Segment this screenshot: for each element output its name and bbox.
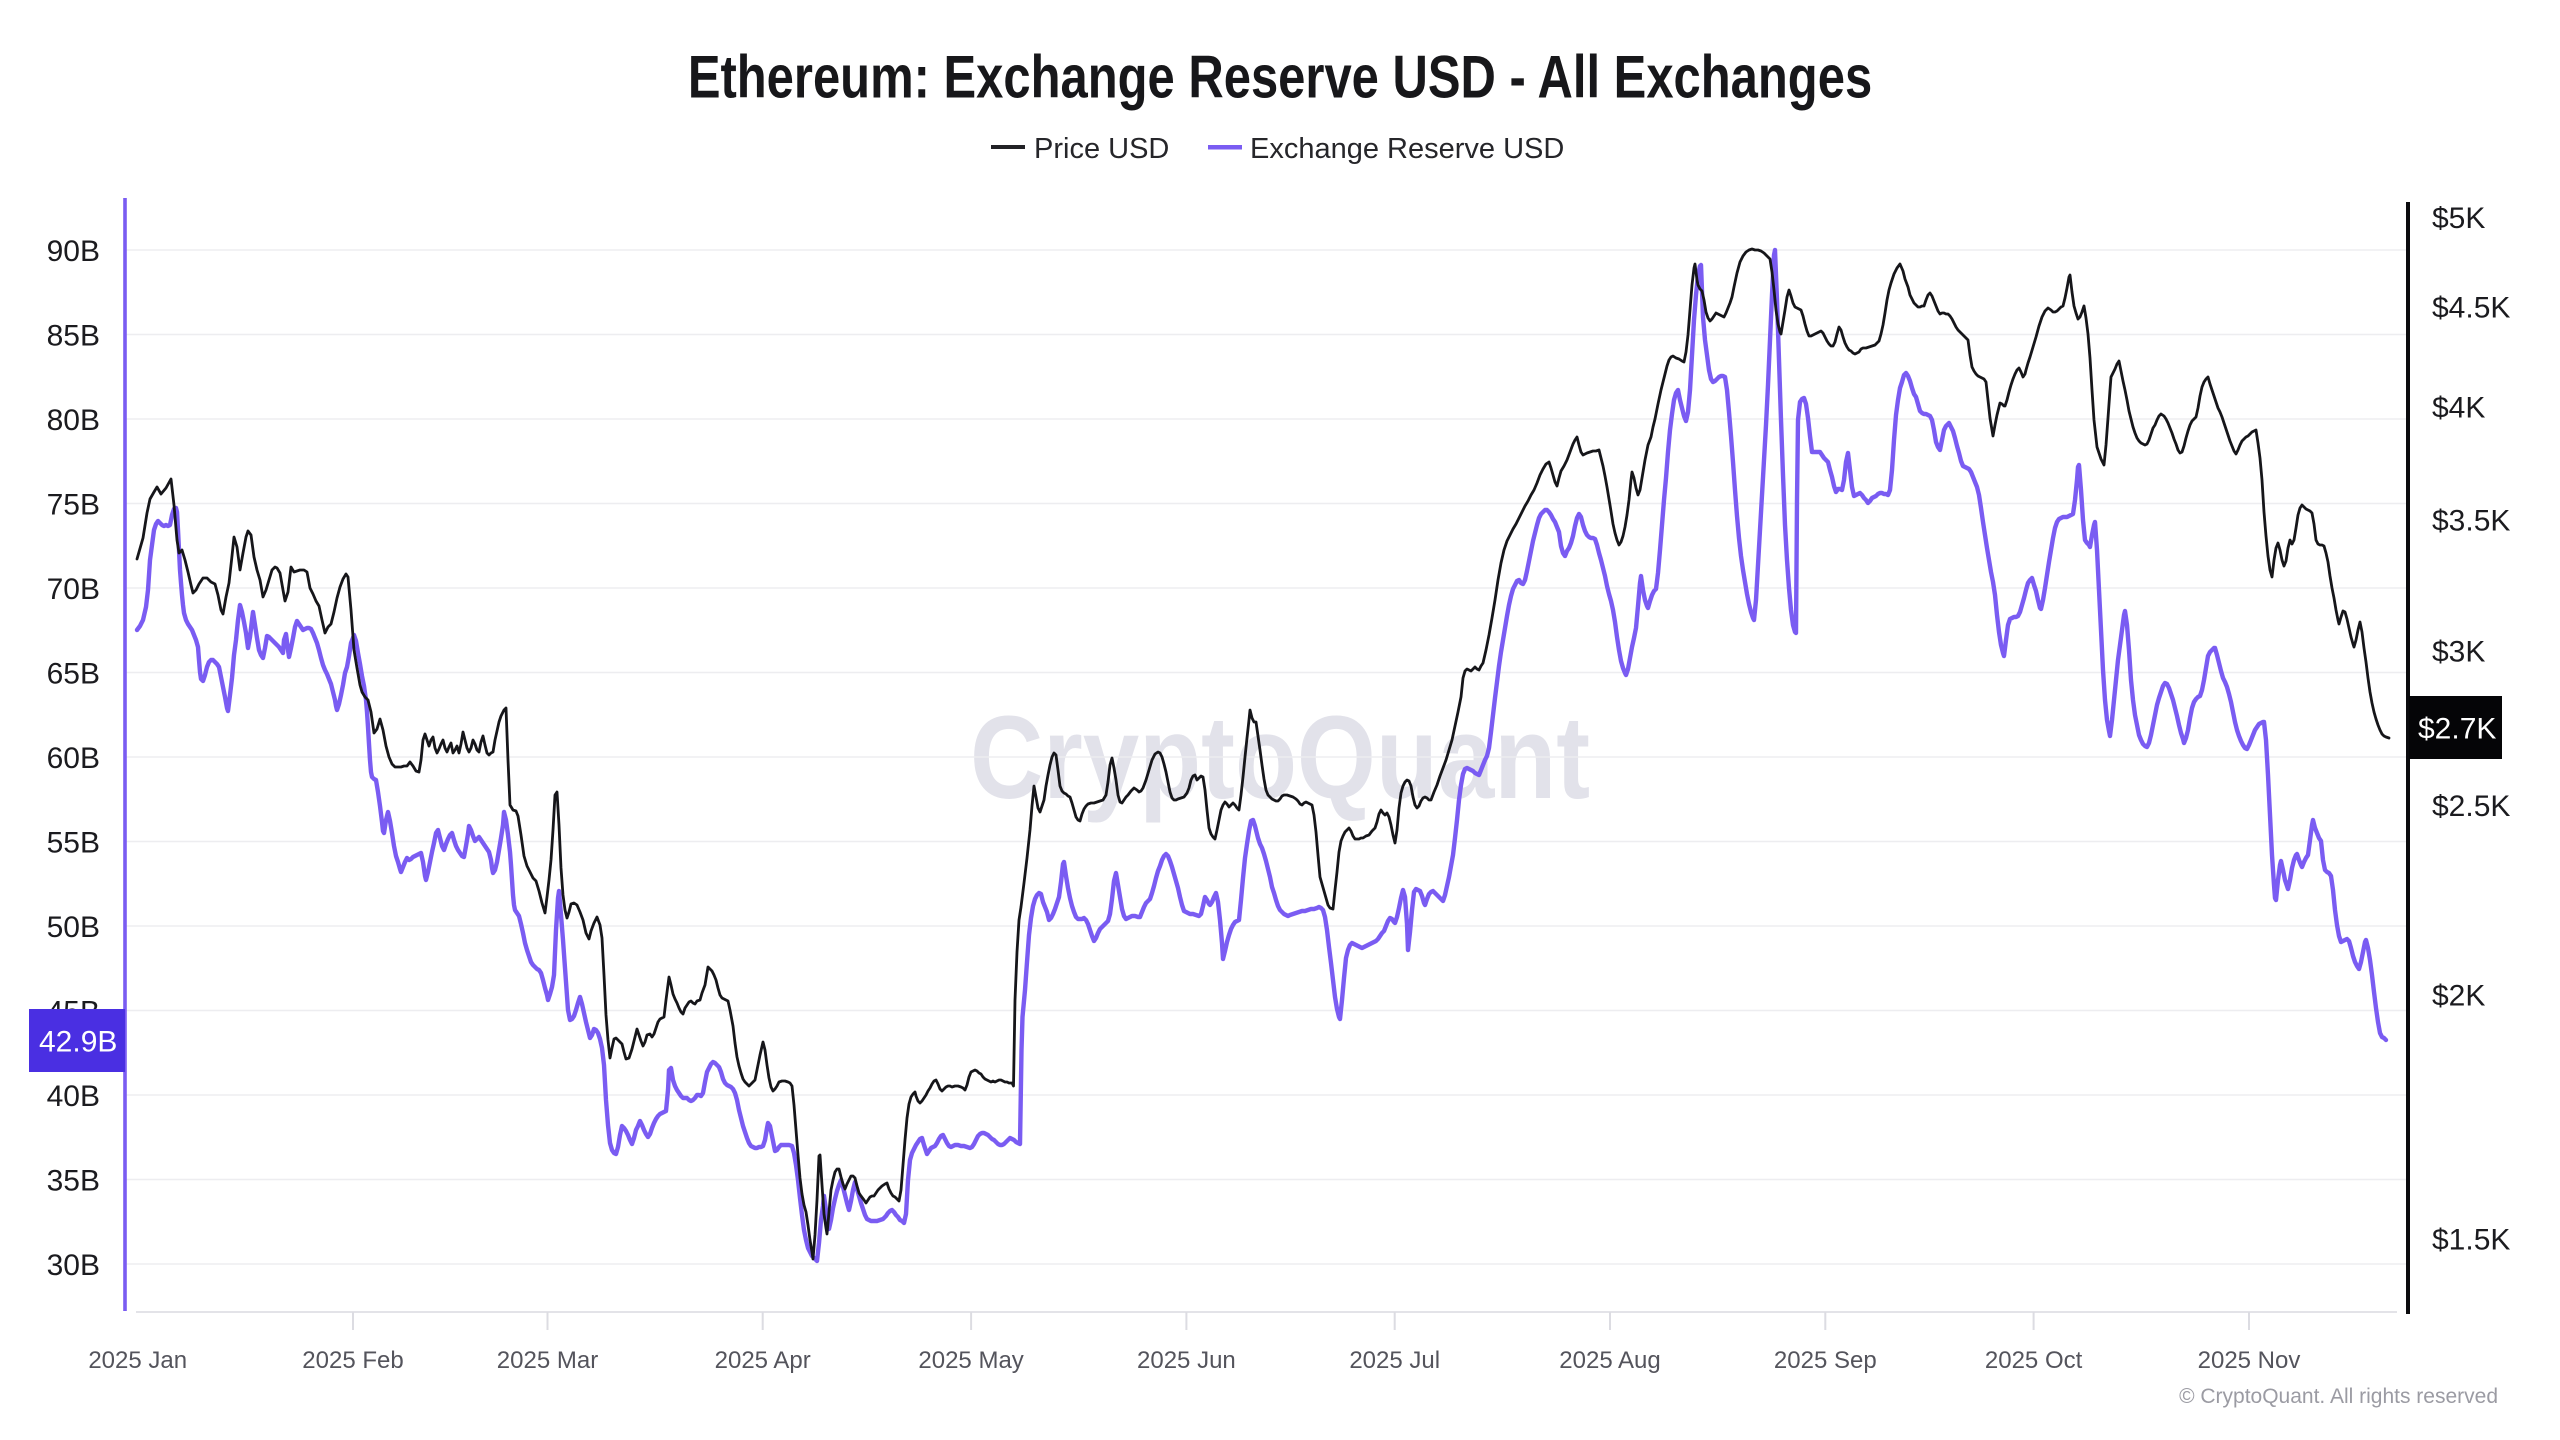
svg-text:2025 Mar: 2025 Mar — [497, 1347, 598, 1374]
svg-text:$3.5K: $3.5K — [2432, 505, 2510, 538]
svg-text:30B: 30B — [47, 1249, 100, 1282]
svg-text:65B: 65B — [47, 658, 100, 691]
svg-text:2025 Sep: 2025 Sep — [1774, 1347, 1877, 1374]
svg-text:Price USD: Price USD — [1034, 133, 1169, 165]
svg-text:70B: 70B — [47, 573, 100, 606]
svg-text:2025 Feb: 2025 Feb — [302, 1347, 403, 1374]
svg-text:Exchange Reserve USD: Exchange Reserve USD — [1250, 133, 1564, 165]
svg-text:2025 Aug: 2025 Aug — [1559, 1347, 1660, 1374]
svg-text:75B: 75B — [47, 489, 100, 522]
svg-text:$4.5K: $4.5K — [2432, 291, 2510, 324]
svg-text:$1.5K: $1.5K — [2432, 1224, 2510, 1257]
svg-text:$3K: $3K — [2432, 636, 2485, 669]
svg-text:$2K: $2K — [2432, 980, 2485, 1013]
svg-text:50B: 50B — [47, 911, 100, 944]
svg-text:2025 Jan: 2025 Jan — [88, 1347, 187, 1374]
svg-text:2025 Jun: 2025 Jun — [1137, 1347, 1236, 1374]
svg-text:Ethereum: Exchange Reserve USD: Ethereum: Exchange Reserve USD - All Exc… — [688, 43, 1872, 111]
svg-text:$2.5K: $2.5K — [2432, 790, 2510, 823]
svg-text:$5K: $5K — [2432, 202, 2485, 235]
svg-text:42.9B: 42.9B — [39, 1026, 117, 1059]
svg-text:2025 Jul: 2025 Jul — [1349, 1347, 1440, 1374]
svg-text:35B: 35B — [47, 1165, 100, 1198]
svg-text:40B: 40B — [47, 1080, 100, 1113]
svg-text:2025 May: 2025 May — [918, 1347, 1023, 1374]
svg-text:© CryptoQuant. All rights rese: © CryptoQuant. All rights reserved — [2179, 1385, 2498, 1408]
svg-text:2025 Apr: 2025 Apr — [715, 1347, 811, 1374]
svg-text:$2.7K: $2.7K — [2418, 713, 2496, 746]
svg-text:60B: 60B — [47, 742, 100, 775]
svg-text:55B: 55B — [47, 827, 100, 860]
svg-text:2025 Oct: 2025 Oct — [1985, 1347, 2083, 1374]
svg-text:2025 Nov: 2025 Nov — [2198, 1347, 2301, 1374]
svg-text:85B: 85B — [47, 320, 100, 353]
svg-text:90B: 90B — [47, 235, 100, 268]
svg-text:80B: 80B — [47, 404, 100, 437]
svg-text:$4K: $4K — [2432, 391, 2485, 424]
